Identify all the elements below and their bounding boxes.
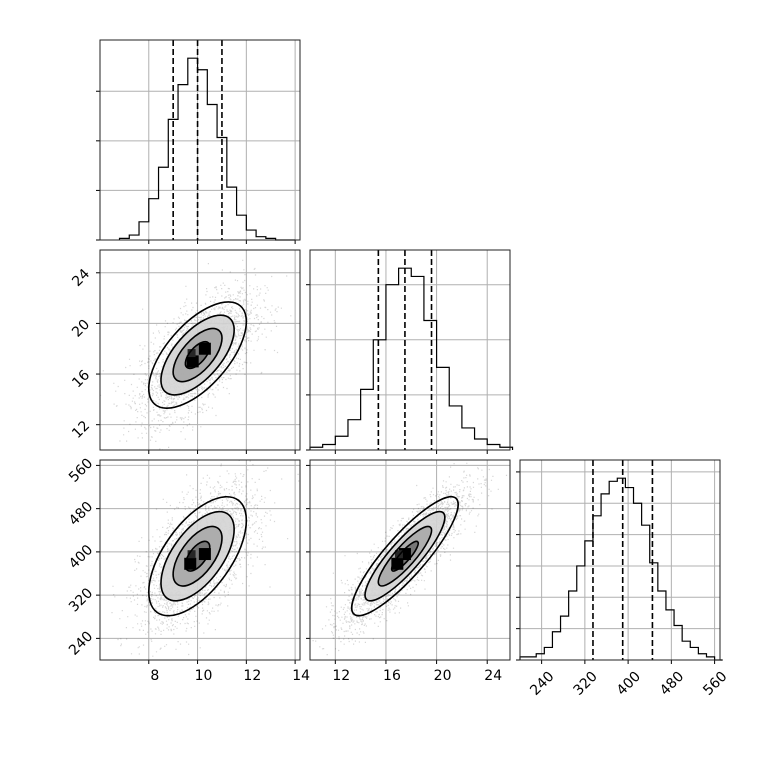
y-tick-label: 20 bbox=[69, 317, 93, 341]
joint-density-param-2-vs-param-3: 12 16 20 24 bbox=[306, 459, 511, 684]
x-tick-label: 14 bbox=[292, 668, 310, 684]
density-contour bbox=[377, 525, 433, 587]
x-tick-label: 20 bbox=[434, 668, 452, 684]
panel-frame bbox=[309, 459, 511, 661]
density-contour bbox=[364, 510, 446, 602]
x-tick-label: 400 bbox=[614, 669, 644, 699]
x-tick-label: 16 bbox=[383, 668, 401, 684]
density-layer bbox=[111, 460, 300, 660]
histogram-steps bbox=[309, 267, 514, 450]
density-contour bbox=[390, 540, 420, 572]
density-peak bbox=[187, 550, 196, 559]
y-tick-label: 320 bbox=[66, 585, 96, 615]
density-contour bbox=[172, 327, 223, 383]
density-layer bbox=[100, 259, 292, 450]
marginal-histogram-param-3: 240 320 400 480 560 bbox=[516, 459, 730, 699]
density-contour bbox=[184, 340, 211, 370]
density-peak bbox=[187, 349, 196, 358]
y-tick-label: 240 bbox=[66, 628, 96, 658]
y-tick-label: 12 bbox=[69, 418, 93, 442]
y-tick-label: 400 bbox=[66, 542, 96, 572]
joint-density-param-1-vs-param-2: 12 16 20 24 bbox=[69, 249, 301, 454]
x-tick-label: 12 bbox=[332, 668, 350, 684]
density-contour bbox=[147, 495, 248, 617]
panel-frame bbox=[99, 39, 301, 241]
density-peak bbox=[394, 550, 403, 559]
y-tick-label: 480 bbox=[66, 499, 96, 529]
x-tick-label: 24 bbox=[484, 668, 502, 684]
panel-frame bbox=[309, 249, 511, 451]
y-tick-label: 16 bbox=[69, 367, 93, 391]
x-tick-label: 560 bbox=[700, 669, 730, 699]
y-tick-label: 560 bbox=[66, 455, 96, 485]
x-tick-label: 10 bbox=[195, 668, 213, 684]
histogram-steps bbox=[118, 57, 296, 241]
density-contour bbox=[172, 525, 223, 587]
panel-frame bbox=[99, 459, 301, 661]
marginal-histogram-param-1 bbox=[96, 39, 301, 244]
x-tick-label: 240 bbox=[527, 669, 557, 699]
x-tick-label: 320 bbox=[571, 669, 601, 699]
density-peak bbox=[184, 557, 197, 570]
density-peak bbox=[186, 355, 199, 368]
density-peak bbox=[198, 548, 211, 561]
density-layer bbox=[312, 460, 508, 656]
y-tick-label: 24 bbox=[69, 266, 93, 290]
density-contour bbox=[350, 495, 459, 617]
density-contour bbox=[184, 540, 211, 572]
x-tick-label: 480 bbox=[657, 669, 687, 699]
histogram-steps bbox=[519, 477, 723, 661]
x-tick-label: 12 bbox=[243, 668, 261, 684]
density-contour bbox=[160, 314, 235, 396]
panel-frame bbox=[519, 459, 721, 661]
x-tick-label: 8 bbox=[150, 668, 159, 684]
density-contour bbox=[160, 510, 235, 602]
marginal-histogram-param-2 bbox=[306, 249, 514, 454]
joint-density-param-1-vs-param-3: 8 10 12 14 240 320 400 480 560 bbox=[66, 455, 310, 684]
panel-frame bbox=[99, 249, 301, 451]
density-contour bbox=[147, 301, 248, 410]
